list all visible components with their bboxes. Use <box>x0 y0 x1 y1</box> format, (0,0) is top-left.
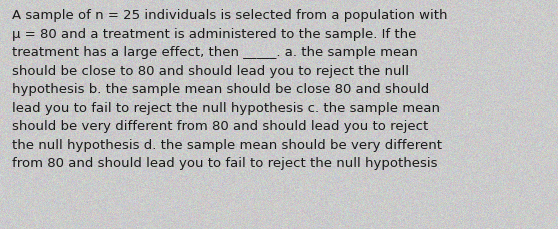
Text: A sample of n = 25 individuals is selected from a population with
μ = 80 and a t: A sample of n = 25 individuals is select… <box>12 9 448 169</box>
